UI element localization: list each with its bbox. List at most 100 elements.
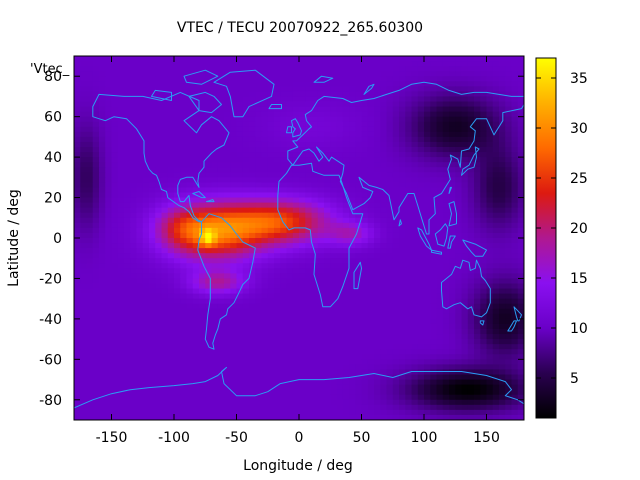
heatmap-cell bbox=[411, 162, 419, 168]
heatmap-cell bbox=[280, 298, 288, 305]
heatmap-cell bbox=[111, 61, 119, 67]
heatmap-cell bbox=[111, 243, 119, 249]
heatmap-cell bbox=[517, 323, 524, 330]
heatmap-cell bbox=[374, 243, 381, 249]
heatmap-cell bbox=[111, 81, 119, 87]
heatmap-cell bbox=[186, 303, 194, 310]
heatmap-cell bbox=[411, 101, 419, 108]
heatmap-cell bbox=[317, 227, 325, 234]
heatmap-cell bbox=[274, 182, 281, 189]
heatmap-cell bbox=[349, 384, 356, 391]
heatmap-cell bbox=[292, 308, 300, 315]
heatmap-cell bbox=[267, 273, 275, 280]
heatmap-cell bbox=[486, 61, 494, 67]
heatmap-cell bbox=[499, 394, 506, 401]
heatmap-cell bbox=[342, 116, 350, 123]
heatmap-cell bbox=[305, 212, 313, 219]
heatmap-cell bbox=[205, 207, 213, 214]
heatmap-cell bbox=[249, 329, 256, 335]
heatmap-cell bbox=[336, 313, 344, 320]
heatmap-cell bbox=[380, 177, 388, 183]
heatmap-cell bbox=[430, 329, 438, 335]
heatmap-cell bbox=[299, 152, 306, 158]
heatmap-cell bbox=[499, 172, 506, 178]
heatmap-cell bbox=[330, 136, 338, 143]
heatmap-cell bbox=[174, 339, 181, 345]
heatmap-cell bbox=[286, 167, 294, 173]
heatmap-cell bbox=[286, 96, 294, 103]
heatmap-cell bbox=[155, 111, 163, 118]
heatmap-cell bbox=[192, 283, 200, 290]
heatmap-cell bbox=[505, 288, 513, 295]
heatmap-cell bbox=[155, 152, 163, 158]
heatmap-cell bbox=[230, 126, 238, 133]
heatmap-cell bbox=[117, 182, 125, 189]
heatmap-cell bbox=[442, 197, 450, 204]
heatmap-cell bbox=[274, 131, 281, 138]
heatmap-cell bbox=[230, 121, 238, 128]
heatmap-cell bbox=[199, 106, 206, 113]
heatmap-cell bbox=[349, 389, 356, 396]
heatmap-cell bbox=[292, 177, 300, 183]
heatmap-cell bbox=[136, 369, 144, 376]
heatmap-cell bbox=[424, 207, 431, 214]
heatmap-cell bbox=[99, 273, 106, 280]
heatmap-cell bbox=[392, 147, 400, 153]
heatmap-cell bbox=[424, 364, 431, 371]
heatmap-cell bbox=[399, 349, 406, 355]
heatmap-cell bbox=[130, 238, 138, 244]
heatmap-cell bbox=[99, 172, 106, 178]
heatmap-cell bbox=[305, 207, 313, 214]
heatmap-cell bbox=[511, 232, 519, 239]
heatmap-cell bbox=[199, 101, 206, 108]
heatmap-cell bbox=[474, 192, 481, 199]
heatmap-cell bbox=[130, 232, 138, 239]
heatmap-cell bbox=[399, 167, 406, 173]
heatmap-cell bbox=[299, 192, 306, 199]
heatmap-cell bbox=[74, 157, 81, 163]
heatmap-cell bbox=[299, 263, 306, 269]
heatmap-cell bbox=[436, 313, 444, 320]
heatmap-cell bbox=[174, 334, 181, 340]
heatmap-cell bbox=[224, 152, 231, 158]
heatmap-cell bbox=[105, 106, 113, 113]
heatmap-cell bbox=[386, 202, 394, 209]
heatmap-cell bbox=[249, 313, 256, 320]
heatmap-cell bbox=[192, 278, 200, 285]
heatmap-cell bbox=[236, 238, 244, 244]
heatmap-cell bbox=[474, 384, 481, 391]
heatmap-cell bbox=[380, 172, 388, 178]
heatmap-cell bbox=[155, 359, 163, 365]
heatmap-cell bbox=[480, 379, 488, 386]
heatmap-cell bbox=[455, 283, 463, 290]
heatmap-cell bbox=[305, 147, 313, 153]
heatmap-cell bbox=[142, 374, 150, 381]
heatmap-cell bbox=[342, 187, 350, 194]
heatmap-cell bbox=[486, 152, 494, 158]
heatmap-cell bbox=[330, 298, 338, 305]
heatmap-cell bbox=[474, 364, 481, 371]
heatmap-cell bbox=[361, 258, 369, 264]
heatmap-cell bbox=[186, 354, 194, 360]
heatmap-cell bbox=[386, 344, 394, 350]
heatmap-cell bbox=[311, 364, 319, 371]
heatmap-cell bbox=[442, 217, 450, 224]
heatmap-cell bbox=[486, 91, 494, 98]
heatmap-cell bbox=[342, 263, 350, 269]
heatmap-cell bbox=[92, 157, 100, 163]
heatmap-cell bbox=[399, 268, 406, 274]
heatmap-cell bbox=[399, 389, 406, 396]
heatmap-cell bbox=[155, 227, 163, 234]
heatmap-cell bbox=[199, 238, 206, 244]
heatmap-cell bbox=[436, 369, 444, 376]
heatmap-cell bbox=[486, 248, 494, 254]
heatmap-cell bbox=[105, 313, 113, 320]
heatmap-cell bbox=[136, 76, 144, 82]
heatmap-cell bbox=[105, 222, 113, 229]
heatmap-cell bbox=[261, 106, 269, 113]
heatmap-cell bbox=[167, 253, 175, 259]
heatmap-cell bbox=[136, 379, 144, 386]
heatmap-cell bbox=[367, 91, 375, 98]
heatmap-cell bbox=[436, 298, 444, 305]
heatmap-cell bbox=[255, 384, 263, 391]
